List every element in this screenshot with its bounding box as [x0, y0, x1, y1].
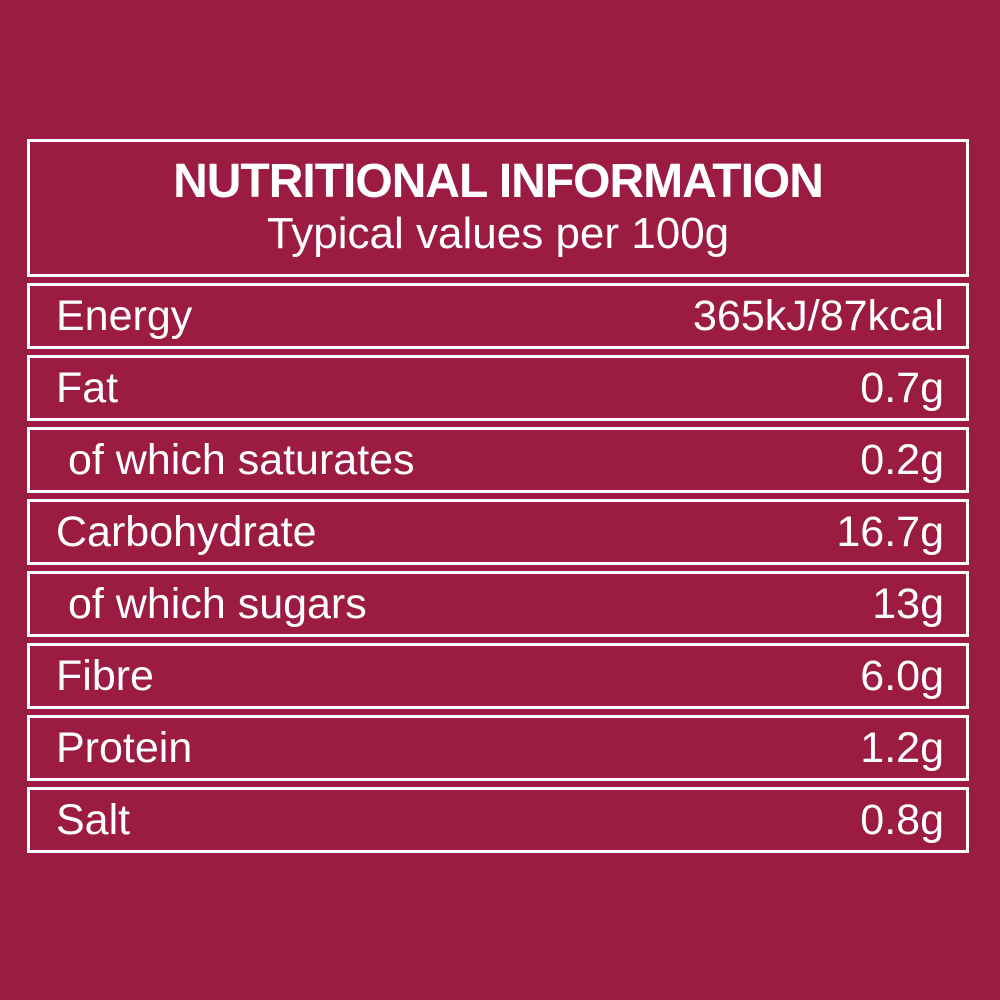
- nutrition-row: Salt 0.8g: [27, 787, 969, 853]
- nutrition-row: Energy 365kJ/87kcal: [27, 283, 969, 349]
- nutrient-value: 6.0g: [860, 651, 944, 700]
- nutrient-label: Carbohydrate: [56, 507, 317, 556]
- nutrient-value: 1.2g: [860, 723, 944, 772]
- nutrient-label: Salt: [56, 795, 131, 844]
- nutrition-rows: Energy 365kJ/87kcal Fat 0.7g of which sa…: [27, 283, 969, 853]
- nutrient-value: 13g: [872, 579, 944, 628]
- nutrient-value: 16.7g: [836, 507, 944, 556]
- nutrient-value: 0.8g: [860, 795, 944, 844]
- nutrition-row: Carbohydrate 16.7g: [27, 499, 969, 565]
- nutrient-value: 0.2g: [860, 435, 944, 484]
- nutrient-label: Energy: [56, 291, 193, 340]
- nutrient-label: Protein: [56, 723, 193, 772]
- nutrient-label: of which sugars: [68, 579, 367, 628]
- nutrition-row: Fat 0.7g: [27, 355, 969, 421]
- nutrient-label: Fibre: [56, 651, 154, 700]
- nutrition-table-header: NUTRITIONAL INFORMATION Typical values p…: [27, 139, 969, 277]
- nutrition-row: Protein 1.2g: [27, 715, 969, 781]
- nutrition-row: of which sugars 13g: [27, 571, 969, 637]
- nutrient-value: 0.7g: [860, 363, 944, 412]
- nutrition-title: NUTRITIONAL INFORMATION: [173, 155, 824, 209]
- nutrition-row: of which saturates 0.2g: [27, 427, 969, 493]
- nutrition-table: NUTRITIONAL INFORMATION Typical values p…: [27, 139, 969, 853]
- nutrition-subtitle: Typical values per 100g: [266, 209, 730, 259]
- nutrient-value: 365kJ/87kcal: [693, 291, 944, 340]
- nutrient-label: of which saturates: [68, 435, 415, 484]
- nutrition-row: Fibre 6.0g: [27, 643, 969, 709]
- nutrient-label: Fat: [56, 363, 119, 412]
